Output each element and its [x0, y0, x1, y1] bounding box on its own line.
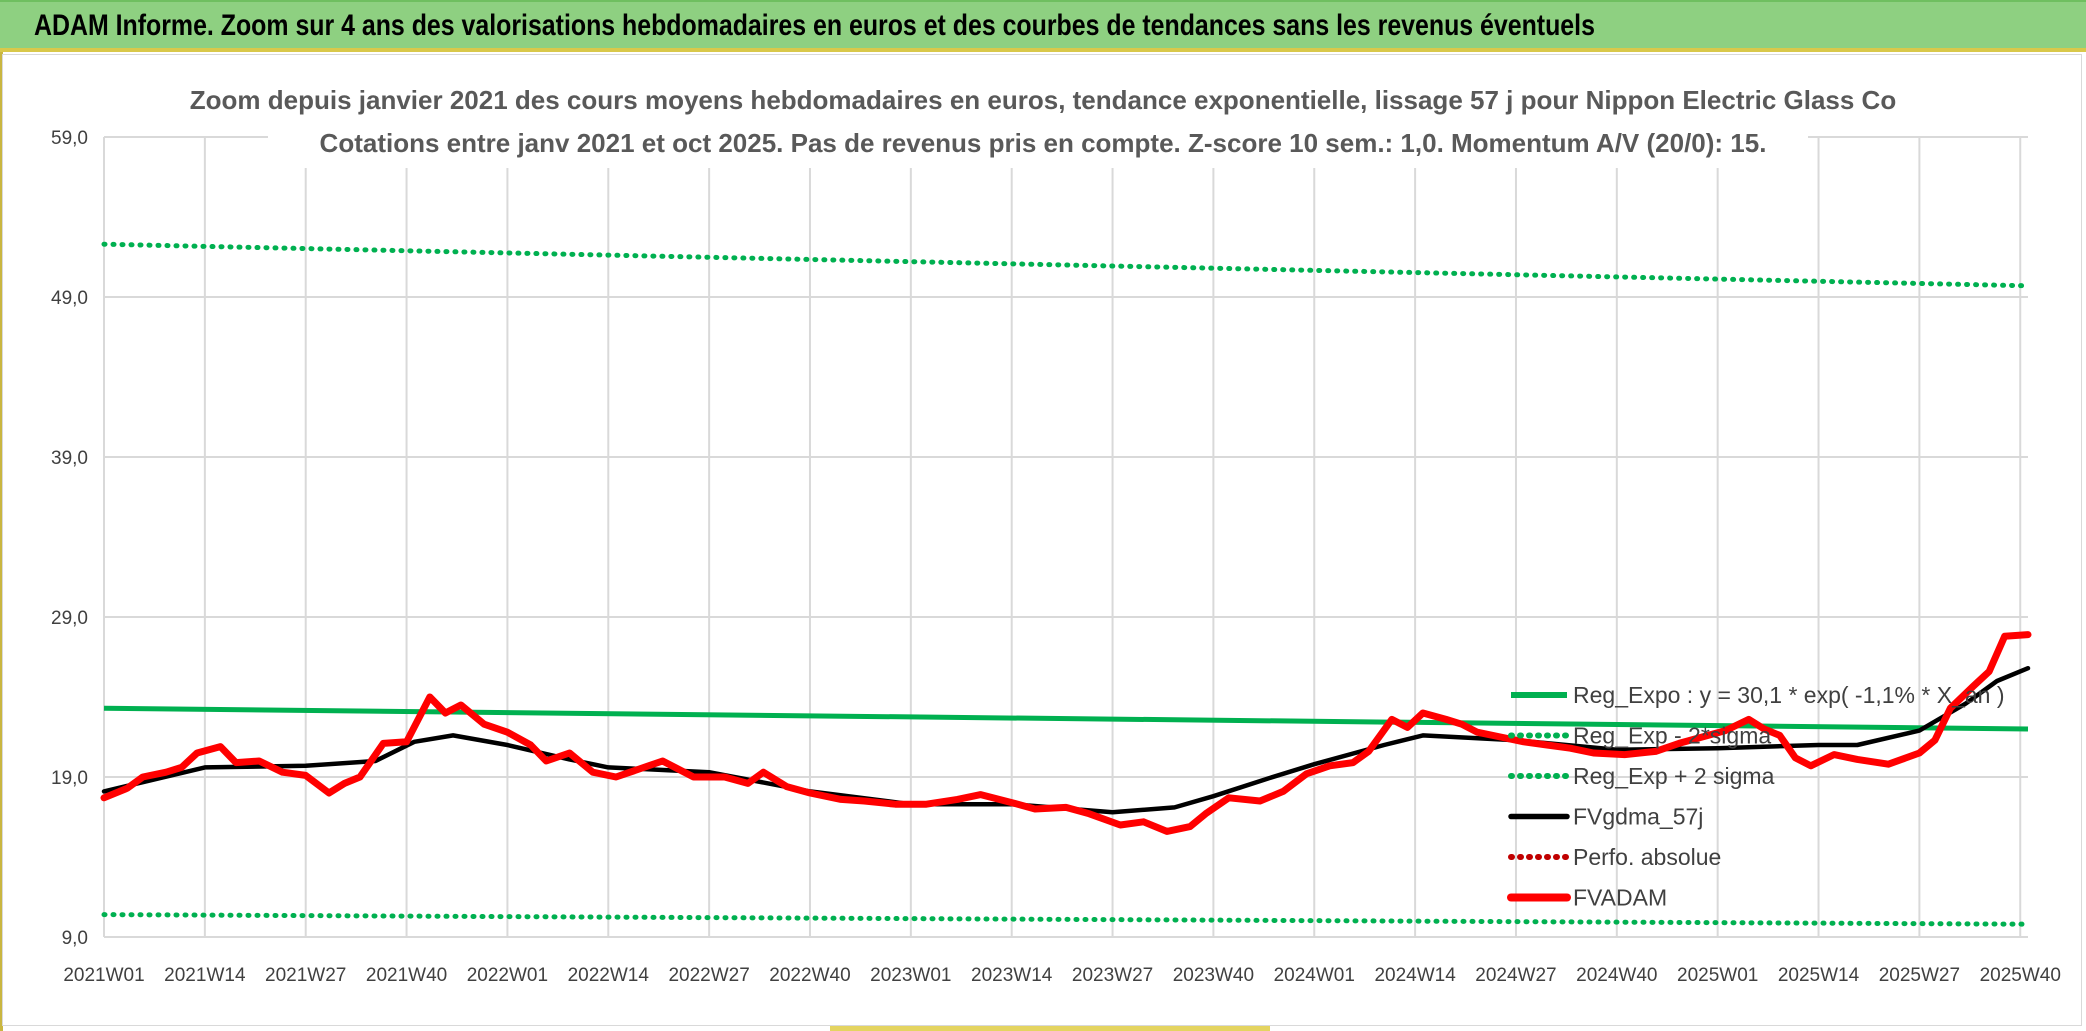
x-tick-label: 2023W27: [1072, 965, 1153, 986]
y-tick-label: 29,0: [51, 608, 88, 629]
x-tick-label: 2022W01: [467, 965, 548, 986]
chart-frame: [2, 54, 2082, 1026]
series-line-reg-exp-2-sigma: [101, 912, 2031, 927]
y-tick-label: 9,0: [62, 928, 88, 949]
x-tick-label: 2024W27: [1475, 965, 1556, 986]
legend: Reg_Expo : y = 30,1 * exp( -1,1% * X_an …: [1507, 682, 2005, 911]
x-axis-ticks: 2021W01 2021W14 2021W27 2021W40 2022W01 2022W…: [63, 965, 2061, 986]
chart-title: Zoom depuis janvier 2021 des cours moyen…: [190, 85, 1896, 115]
x-tick-label: 2021W40: [366, 965, 447, 986]
x-tick-label: 2024W01: [1274, 965, 1355, 986]
header-banner: ADAM Informe. Zoom sur 4 ans des valoris…: [0, 0, 2086, 52]
y-axis-ticks: 9,0 19,0 29,0 39,0 49,0 59,0: [51, 128, 88, 949]
x-tick-label: 2025W01: [1677, 965, 1758, 986]
x-tick-label: 2023W14: [971, 965, 1053, 986]
legend-entry: Reg_Exp + 2 sigma: [1573, 763, 1775, 789]
y-tick-label: 19,0: [51, 768, 88, 789]
chart-subtitle: Cotations entre janv 2021 et oct 2025. P…: [320, 128, 1767, 158]
x-tick-label: 2022W40: [769, 965, 850, 986]
x-tick-label: 2023W01: [870, 965, 951, 986]
legend-entry: FVgdma_57j: [1573, 804, 1703, 830]
x-tick-label: 2022W14: [568, 965, 650, 986]
legend-entry: Reg_Exp - 2*sigma: [1573, 723, 1771, 749]
y-tick-label: 59,0: [51, 128, 88, 149]
legend-entry: Perfo. absolue: [1573, 844, 1721, 870]
bottom-accent-bar: [830, 1026, 1270, 1031]
x-tick-label: 2024W14: [1374, 965, 1456, 986]
x-tick-label: 2021W27: [265, 965, 346, 986]
title-background: [268, 82, 1808, 168]
x-tick-label: 2021W01: [63, 965, 144, 986]
grid: [103, 136, 2028, 938]
series-line-fvgdma-57j: [101, 665, 2031, 815]
y-tick-label: 49,0: [51, 288, 88, 309]
x-tick-label: 2025W27: [1879, 965, 1960, 986]
x-tick-label: 2021W14: [164, 965, 246, 986]
legend-entry: Reg_Expo : y = 30,1 * exp( -1,1% * X_an …: [1573, 682, 2005, 708]
y-tick-label: 39,0: [51, 448, 88, 469]
header-title: ADAM Informe. Zoom sur 4 ans des valoris…: [34, 9, 1595, 42]
series-line-fvadam: [100, 631, 2032, 835]
series-lines: [100, 241, 2032, 927]
x-tick-label: 2023W40: [1173, 965, 1254, 986]
series-line-reg-exp-2-sigma: [101, 241, 2031, 289]
legend-entry: FVADAM: [1573, 885, 1667, 911]
x-tick-label: 2025W14: [1778, 965, 1860, 986]
x-tick-label: 2024W40: [1576, 965, 1657, 986]
left-accent-bar: [0, 52, 3, 1031]
x-tick-label: 2022W27: [668, 965, 749, 986]
x-tick-label: 2025W40: [1980, 965, 2061, 986]
